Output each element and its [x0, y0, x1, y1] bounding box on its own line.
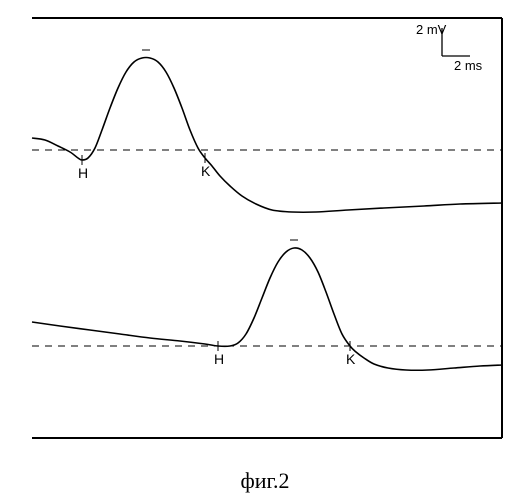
trace-lower-marker-H-label: H [214, 351, 224, 367]
trace-lower-marker-K-label: K [346, 351, 356, 367]
scale-label-ms: 2 ms [454, 58, 483, 73]
figure-caption: фиг.2 [0, 468, 530, 494]
trace-upper [32, 58, 502, 213]
trace-lower [32, 248, 502, 370]
trace-upper-marker-K-label: K [201, 163, 211, 179]
trace-upper-marker-H-label: H [78, 165, 88, 181]
scale-label-mv: 2 mV [416, 22, 447, 37]
oscilloscope-figure: 2 mV 2 ms H K H K [0, 0, 530, 460]
